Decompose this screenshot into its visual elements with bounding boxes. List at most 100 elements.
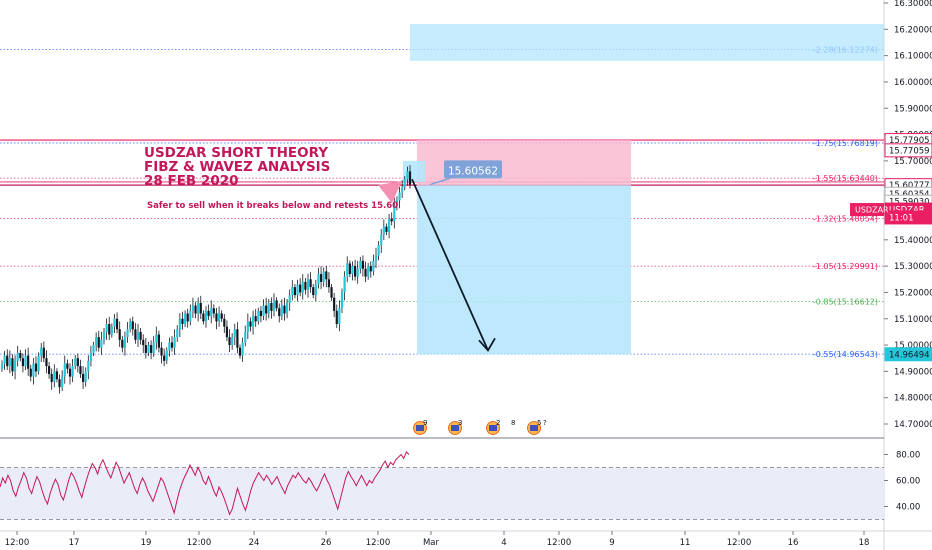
candle-body: [176, 329, 179, 338]
candle-body: [131, 321, 134, 330]
price-tag-bg: [884, 347, 932, 362]
candle-body: [79, 366, 82, 375]
candle-body: [170, 342, 174, 348]
candle-body: [238, 347, 242, 356]
candle-body: [115, 318, 119, 330]
candle-body: [197, 302, 200, 314]
candle-body: [330, 287, 333, 298]
candle-body: [259, 310, 263, 317]
candle-body: [95, 337, 98, 346]
candle-body: [58, 379, 61, 388]
candle-body: [220, 313, 223, 319]
candle-body: [338, 308, 341, 325]
candle-body: [278, 308, 281, 317]
time-tick-label: 19: [141, 538, 152, 548]
candle-body: [246, 321, 249, 332]
price-tag-bg: [884, 210, 932, 225]
candle-body: [254, 316, 257, 322]
candle-body: [50, 374, 53, 382]
time-tick-label: 12:00: [547, 538, 572, 548]
entry-price-tag-bg: [444, 160, 502, 179]
time-tick-label: 12:00: [727, 538, 752, 548]
candle-body: [24, 355, 27, 367]
candle-body: [212, 308, 215, 314]
event-markers[interactable]: 9 3 2 8 5?: [413, 419, 548, 435]
time-tick-label: 4: [501, 538, 506, 548]
candle-body: [126, 329, 129, 338]
candle-body: [183, 313, 187, 325]
annotation-title-line-3: 28 FEB 2020: [144, 173, 239, 189]
price-tick-label: 15.00000: [894, 341, 932, 351]
rsi-band: [0, 467, 884, 520]
candle-body: [351, 266, 354, 275]
candle-body: [21, 358, 25, 367]
candle-body: [233, 329, 236, 338]
candle-body: [312, 287, 315, 296]
time-tick-label: Mar: [423, 538, 440, 548]
candle-body: [76, 358, 79, 367]
candle-body: [309, 279, 312, 288]
time-tick-label: 18: [859, 538, 870, 548]
candle-body: [97, 337, 100, 348]
pointer-triangle: [378, 181, 402, 203]
event-count: ?: [543, 419, 547, 427]
candle-body: [217, 313, 221, 322]
candle-body: [387, 218, 391, 232]
price-tick-label: 16.30000: [894, 0, 932, 9]
price-tag-text: 15.77905: [889, 136, 930, 146]
price-tick-label: 15.70000: [894, 157, 932, 167]
candle-body: [45, 358, 48, 367]
candle-body: [210, 308, 213, 317]
price-tag-text: 15.60777: [889, 181, 930, 191]
event-flag-icon: [489, 425, 497, 431]
candle-body: [139, 331, 142, 340]
small-highlight-box: [403, 160, 425, 182]
rsi-axis: 80.00 60.00 40.00: [884, 451, 920, 513]
candle-body: [0, 363, 4, 369]
upper-target-zone[interactable]: [410, 24, 884, 61]
candle-body: [32, 363, 35, 377]
candle-body: [202, 313, 205, 322]
candle-body: [134, 329, 137, 340]
price-tick-label: 16.20000: [894, 25, 932, 35]
take-profit-zone[interactable]: [417, 185, 631, 355]
candle-body: [364, 268, 367, 277]
candle-body: [13, 360, 17, 372]
price-tags: 15.7790515.7705915.6077715.6035415.59030…: [850, 133, 932, 362]
candle-body: [81, 374, 85, 382]
position-boxes[interactable]: [403, 24, 884, 355]
candle-body: [121, 339, 124, 348]
price-tag-text: 14.96494: [889, 350, 930, 360]
price-tick-label: 15.30000: [894, 262, 932, 272]
candle-body: [380, 234, 383, 246]
candle-body: [346, 263, 349, 277]
candle-body: [291, 287, 294, 296]
candle-body: [249, 321, 252, 327]
time-tick-label: 11: [680, 538, 691, 548]
candle-body: [74, 358, 77, 367]
time-axis[interactable]: 12:00 17 19 12:00 24 26 12:00 Mar 4 12:00 9 11 12:00…: [5, 531, 870, 548]
down-arrow-shaft: [411, 178, 489, 351]
price-tick-label: 15.20000: [894, 288, 932, 298]
fib-level-label: -0.55(14.96543): [813, 350, 878, 359]
candle-body: [163, 355, 166, 361]
time-tick-label: 16: [788, 538, 799, 548]
candle-body: [393, 205, 396, 222]
candle-body: [53, 371, 56, 382]
candle-body: [160, 347, 163, 356]
fib-level-label: -1.32(15.48054): [813, 215, 878, 224]
candle-body: [110, 326, 113, 335]
candle-body: [55, 371, 59, 380]
rsi-tick-label: 40.00: [896, 503, 920, 513]
candle-body: [178, 318, 181, 330]
candle-body: [241, 342, 244, 356]
event-count: 9: [423, 419, 427, 427]
event-count: 3: [458, 419, 462, 427]
candle-body: [257, 310, 260, 322]
annotation-title-line-1: USDZAR SHORT THEORY: [144, 145, 328, 161]
event-flag-icon: [416, 425, 424, 431]
fib-level-label: -1.05(15.29991): [813, 262, 878, 271]
candle-body: [296, 284, 299, 296]
candle-body: [335, 310, 338, 325]
